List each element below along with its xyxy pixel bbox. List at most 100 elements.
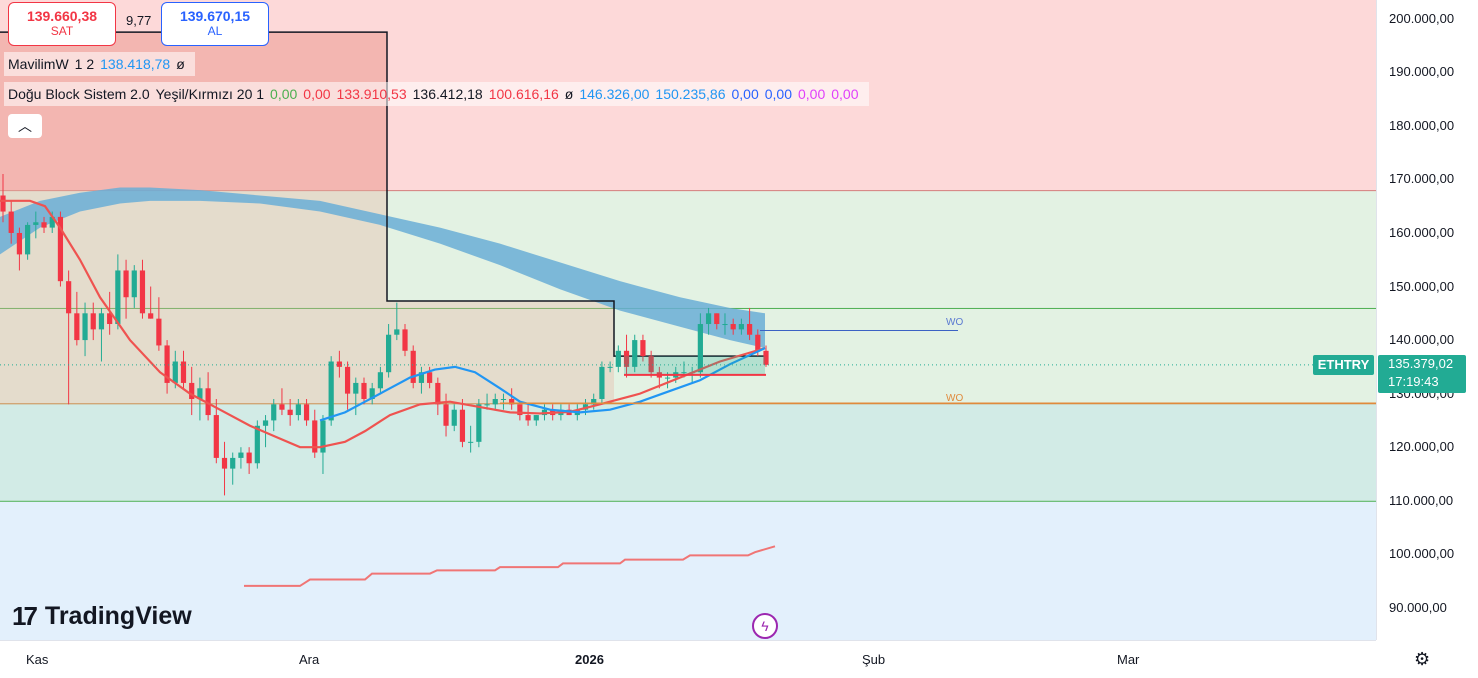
candle-body-81 bbox=[664, 377, 671, 379]
lightning-bolt-icon[interactable]: ϟ bbox=[752, 613, 778, 639]
price-chart[interactable] bbox=[0, 0, 1376, 640]
candle-body-34 bbox=[279, 404, 285, 410]
candle-body-55 bbox=[451, 409, 457, 426]
mavilim-line bbox=[319, 347, 766, 422]
red-ema-line bbox=[0, 199, 766, 449]
candle-body-36 bbox=[295, 404, 301, 416]
candle-body-2 bbox=[16, 232, 23, 255]
legend-dogu-block-value-1: Yeşil/Kırmızı 20 1 bbox=[155, 86, 265, 102]
candle-body-33 bbox=[271, 404, 277, 421]
candle-body-37 bbox=[303, 404, 310, 421]
legend-dogu-block-value-11: 0,00 bbox=[764, 86, 792, 102]
candle-body-45 bbox=[369, 388, 375, 399]
candle-body-14 bbox=[115, 270, 121, 325]
candle-body-59 bbox=[484, 404, 490, 406]
tradingview-logo[interactable]: 17 TradingView bbox=[12, 601, 192, 631]
price-axis-label: 190.000,00 bbox=[1389, 64, 1455, 80]
price-axis-label: 200.000,00 bbox=[1389, 10, 1455, 26]
time-axis[interactable]: Kas Ara 2026 Şub Mar bbox=[0, 640, 1376, 678]
zone-border-red bbox=[0, 190, 1376, 192]
price-axis-label: 90.000,00 bbox=[1389, 599, 1447, 615]
candle-body-91 bbox=[746, 324, 753, 335]
legend-dogu-block-value-4: 133.910,53 bbox=[336, 86, 407, 102]
candle-body-21 bbox=[172, 361, 178, 383]
price-axis-label: 180.000,00 bbox=[1389, 117, 1455, 133]
candle-body-7 bbox=[57, 216, 64, 282]
candle-body-17 bbox=[139, 270, 146, 314]
time-axis-label: Kas bbox=[26, 652, 49, 667]
candle-body-48 bbox=[394, 329, 400, 335]
candle-body-57 bbox=[468, 441, 474, 443]
collapse-legend-button[interactable]: ︿ bbox=[8, 114, 42, 138]
candle-body-0 bbox=[0, 195, 6, 212]
spread-value: 9,77 bbox=[126, 13, 152, 28]
candle-body-6 bbox=[49, 216, 55, 228]
candle-body-30 bbox=[246, 452, 252, 464]
candle-body-75 bbox=[615, 350, 621, 367]
price-axis-label: 150.000,00 bbox=[1389, 278, 1455, 294]
price-axis-label: 170.000,00 bbox=[1389, 171, 1455, 187]
legend-dogu-block[interactable]: Doğu Block Sistem 2.0 Yeşil/Kırmızı 20 1 0… bbox=[4, 82, 869, 106]
candle-body-1 bbox=[8, 211, 14, 233]
candle-body-92 bbox=[755, 334, 761, 351]
trend-cloud bbox=[0, 187, 765, 349]
legend-dogu-block-value-13: 0,00 bbox=[831, 86, 859, 102]
candle-body-11 bbox=[90, 313, 96, 330]
candle-body-89 bbox=[730, 324, 736, 330]
tradingview-mark: 17 bbox=[12, 600, 38, 631]
candle-body-40 bbox=[328, 361, 334, 421]
candle-body-64 bbox=[525, 415, 531, 421]
sell-price: 139.660,38 bbox=[26, 8, 98, 24]
legend-dogu-block-value-5: 136.412,18 bbox=[412, 86, 483, 102]
candle-body-22 bbox=[180, 361, 187, 383]
legend-dogu-block-value-7: ø bbox=[564, 86, 574, 102]
legend-dogu-block-value-6: 100.616,16 bbox=[488, 86, 559, 102]
candle-body-31 bbox=[254, 425, 260, 464]
time-axis-label: 2026 bbox=[575, 652, 604, 667]
candle-body-5 bbox=[41, 222, 47, 228]
candle-body-4 bbox=[33, 222, 39, 225]
range-box bbox=[624, 356, 765, 375]
buy-price: 139.670,15 bbox=[179, 8, 251, 24]
candle-body-42 bbox=[344, 366, 351, 394]
candle-body-3 bbox=[25, 224, 31, 255]
candle-body-53 bbox=[435, 382, 441, 405]
candle-body-58 bbox=[476, 404, 482, 442]
candle-body-61 bbox=[500, 398, 507, 400]
last-price: 135.379,02 bbox=[1388, 356, 1454, 371]
bar-countdown: 17:19:43 bbox=[1388, 374, 1439, 389]
price-axis-label: 120.000,00 bbox=[1389, 439, 1455, 455]
candle-body-8 bbox=[66, 281, 72, 314]
sell-button[interactable]: 139.660,38 SAT bbox=[8, 2, 116, 46]
candle-body-72 bbox=[591, 398, 597, 405]
candle-body-20 bbox=[164, 345, 170, 383]
candle-body-60 bbox=[492, 398, 498, 405]
candle-body-74 bbox=[607, 366, 613, 368]
wo-label-upper: WO bbox=[946, 317, 964, 328]
candle-body-79 bbox=[648, 356, 654, 373]
candle-body-50 bbox=[410, 350, 416, 383]
candle-body-9 bbox=[74, 313, 80, 341]
zone-blue bbox=[0, 500, 1376, 640]
zone-teal bbox=[0, 403, 1376, 501]
legend-mavilimw[interactable]: MavilimW 1 2 138.418,78 ø bbox=[4, 52, 195, 76]
buy-button[interactable]: 139.670,15 AL bbox=[161, 2, 269, 46]
price-axis[interactable]: 200.000,00 190.000,00 180.000,00 170.000,00… bbox=[1376, 0, 1478, 640]
candle-body-47 bbox=[386, 334, 392, 373]
candle-body-88 bbox=[722, 324, 728, 326]
candle-body-13 bbox=[107, 313, 113, 325]
candle-body-19 bbox=[156, 318, 162, 346]
zone-green bbox=[0, 190, 1376, 404]
symbol-tag: ETHTRY bbox=[1313, 355, 1374, 375]
last-price-tag: 135.379,02 17:19:43 bbox=[1378, 355, 1466, 393]
legend-dogu-block-value-12: 0,00 bbox=[798, 86, 826, 102]
legend-mavilimw-value-2: 138.418,78 bbox=[100, 56, 171, 72]
legend-dogu-block-value-0: Doğu Block Sistem 2.0 bbox=[8, 86, 150, 102]
candle-body-15 bbox=[123, 270, 129, 298]
candle-body-78 bbox=[640, 340, 646, 357]
h-line-1 bbox=[0, 500, 1376, 502]
settings-gear-icon[interactable]: ⚙ bbox=[1414, 649, 1431, 669]
candle-body-77 bbox=[632, 340, 638, 367]
legend-dogu-block-value-10: 0,00 bbox=[731, 86, 759, 102]
price-axis-label: 100.000,00 bbox=[1389, 546, 1455, 562]
